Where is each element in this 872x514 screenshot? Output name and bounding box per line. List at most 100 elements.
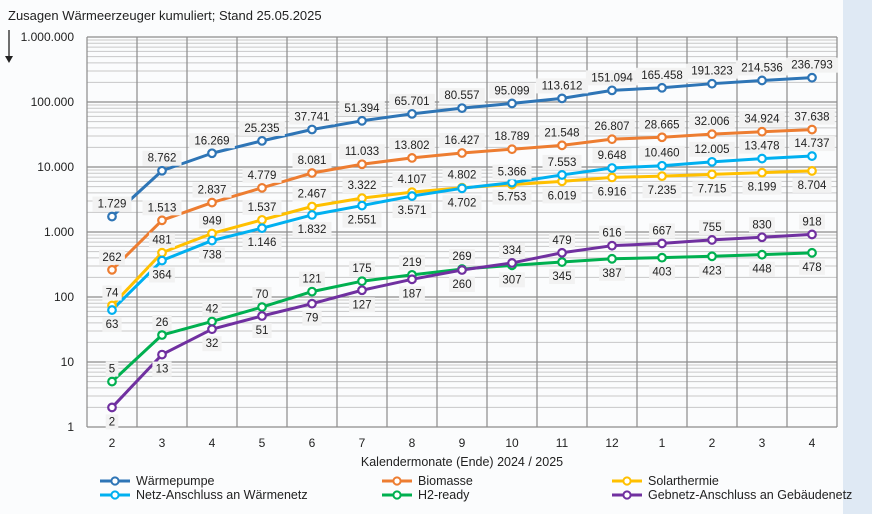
data-label: 32 bbox=[206, 338, 219, 350]
data-point bbox=[707, 169, 717, 180]
data-label-bg bbox=[389, 137, 435, 153]
y-tick-label: 100 bbox=[54, 290, 74, 304]
x-tick-label: 12 bbox=[605, 436, 619, 450]
data-label-bg bbox=[152, 361, 172, 377]
data-label: 11.033 bbox=[345, 146, 379, 158]
data-label-bg bbox=[735, 60, 789, 76]
legend-marker-icon bbox=[612, 490, 642, 500]
data-label: 478 bbox=[802, 262, 821, 274]
data-label-bg bbox=[539, 125, 585, 141]
data-label: 616 bbox=[602, 228, 621, 240]
data-point bbox=[657, 238, 667, 249]
data-point bbox=[507, 177, 517, 188]
data-point bbox=[107, 376, 117, 387]
data-point bbox=[657, 132, 667, 143]
data-label: 32.006 bbox=[694, 116, 729, 128]
data-label-bg bbox=[749, 217, 775, 233]
data-label: 214.536 bbox=[741, 62, 783, 74]
data-label-bg bbox=[799, 259, 825, 275]
x-tick-label: 4 bbox=[209, 436, 216, 450]
data-label: 65.701 bbox=[394, 96, 429, 108]
data-point bbox=[757, 153, 767, 164]
data-label: 42 bbox=[206, 303, 219, 315]
x-tick-label: 7 bbox=[359, 436, 366, 450]
data-label-bg bbox=[789, 109, 835, 125]
data-point bbox=[457, 103, 467, 114]
data-point bbox=[707, 156, 717, 167]
data-label: 7.715 bbox=[698, 183, 727, 195]
data-label-bg bbox=[449, 249, 475, 265]
data-label: 260 bbox=[452, 279, 471, 291]
data-point bbox=[257, 223, 267, 234]
legend-label: H2-ready bbox=[418, 488, 470, 502]
data-label-bg bbox=[439, 132, 485, 148]
data-label: 5.366 bbox=[498, 167, 527, 179]
data-label: 6.916 bbox=[598, 186, 627, 198]
data-label-bg bbox=[592, 148, 632, 164]
data-point bbox=[407, 274, 417, 285]
data-point bbox=[107, 264, 117, 275]
x-tick-label: 6 bbox=[309, 436, 316, 450]
data-label: 175 bbox=[352, 263, 371, 275]
data-point bbox=[807, 72, 817, 83]
data-point bbox=[307, 168, 317, 178]
y-axis-arrow-icon bbox=[5, 56, 13, 63]
data-point bbox=[557, 140, 567, 151]
data-point bbox=[507, 144, 517, 155]
legend-item: Netz-Anschluss an Wärmenetz bbox=[100, 488, 308, 502]
data-label-bg bbox=[349, 297, 375, 313]
data-label-bg bbox=[242, 235, 282, 251]
data-label: 14.737 bbox=[794, 138, 829, 150]
data-point bbox=[557, 93, 567, 104]
data-label: 2.551 bbox=[348, 215, 377, 227]
data-point bbox=[157, 247, 167, 258]
data-label-bg bbox=[599, 225, 625, 241]
legend-marker-icon bbox=[100, 490, 130, 500]
data-label: 13.802 bbox=[394, 140, 429, 152]
data-label-bg bbox=[292, 186, 332, 202]
data-label: 345 bbox=[552, 271, 571, 283]
data-label-bg bbox=[785, 57, 839, 73]
legend-item: Wärmepumpe bbox=[100, 474, 215, 488]
data-point bbox=[607, 163, 617, 173]
data-label: 918 bbox=[802, 216, 821, 228]
data-label: 219 bbox=[402, 257, 421, 269]
data-label: 127 bbox=[352, 299, 371, 311]
data-point bbox=[357, 276, 367, 287]
data-label: 165.458 bbox=[641, 70, 683, 82]
data-point bbox=[157, 215, 167, 226]
data-label: 7.235 bbox=[648, 185, 677, 197]
data-label-bg bbox=[642, 183, 682, 199]
legend-marker-icon bbox=[382, 476, 412, 486]
data-label: 51.394 bbox=[344, 103, 380, 115]
data-label: 8.704 bbox=[798, 180, 827, 192]
data-point bbox=[707, 251, 717, 262]
data-label-bg bbox=[492, 164, 532, 180]
legend-label: Biomasse bbox=[418, 474, 473, 488]
data-label: 423 bbox=[702, 265, 721, 277]
data-label-bg bbox=[242, 199, 282, 215]
data-label-bg bbox=[589, 119, 635, 135]
data-label: 3.322 bbox=[348, 180, 377, 192]
data-label: 269 bbox=[452, 251, 471, 263]
data-label: 37.638 bbox=[794, 112, 829, 124]
data-point bbox=[107, 402, 117, 413]
data-point bbox=[157, 165, 167, 176]
data-point bbox=[557, 257, 567, 267]
data-label: 387 bbox=[602, 268, 621, 280]
data-label: 4.107 bbox=[398, 174, 427, 186]
data-label-bg bbox=[692, 181, 732, 197]
data-label: 8.199 bbox=[748, 182, 777, 194]
data-label: 63 bbox=[106, 319, 119, 331]
data-label-bg bbox=[592, 184, 632, 200]
data-label-bg bbox=[399, 254, 425, 270]
data-label-bg bbox=[105, 414, 119, 430]
data-label-bg bbox=[102, 285, 122, 301]
data-point bbox=[257, 214, 267, 225]
data-label: 26 bbox=[156, 317, 169, 329]
data-label: 5.753 bbox=[498, 192, 527, 204]
data-label: 403 bbox=[652, 267, 671, 279]
data-label: 830 bbox=[752, 219, 771, 231]
data-label-bg bbox=[349, 261, 375, 277]
x-axis-label: Kalendermonate (Ende) 2024 / 2025 bbox=[361, 455, 563, 469]
